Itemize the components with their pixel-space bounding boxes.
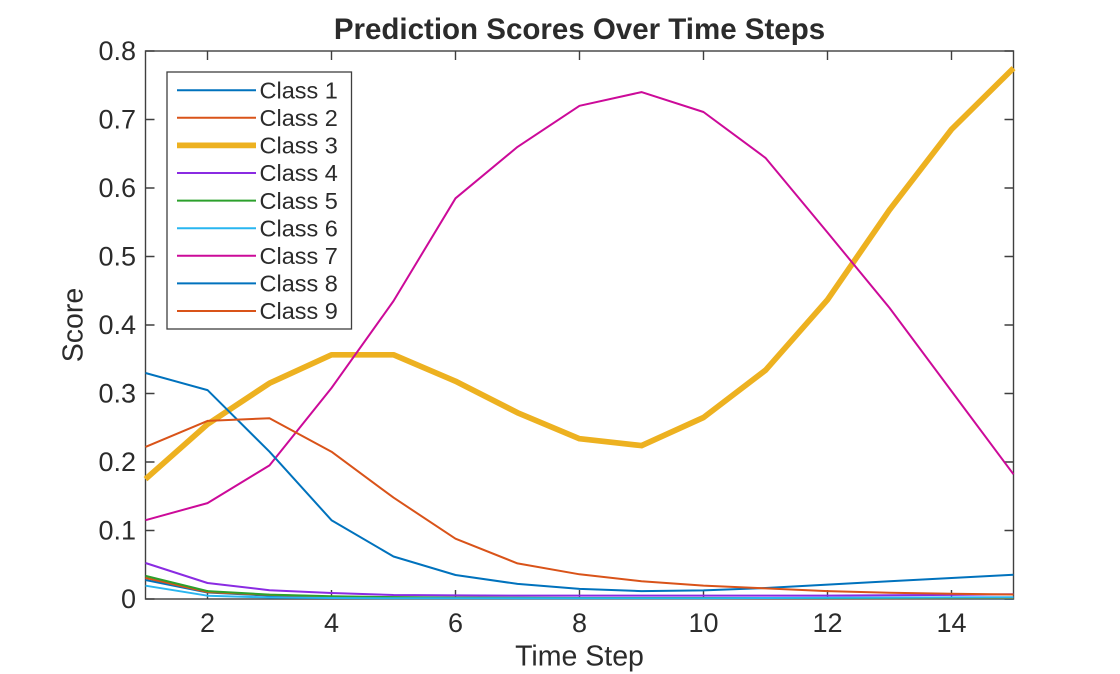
svg-text:0.6: 0.6 — [98, 173, 136, 203]
svg-text:Class 1: Class 1 — [260, 77, 338, 103]
svg-text:0.8: 0.8 — [98, 36, 136, 66]
svg-text:0.1: 0.1 — [98, 516, 136, 546]
svg-text:0.5: 0.5 — [98, 242, 136, 272]
svg-text:Class 8: Class 8 — [260, 271, 338, 297]
svg-text:Class 4: Class 4 — [260, 160, 338, 186]
svg-text:6: 6 — [448, 608, 463, 638]
svg-text:14: 14 — [936, 608, 966, 638]
svg-text:Class 7: Class 7 — [260, 243, 338, 269]
svg-text:8: 8 — [572, 608, 587, 638]
svg-text:Class 6: Class 6 — [260, 215, 338, 241]
svg-text:4: 4 — [324, 608, 339, 638]
svg-text:Class 2: Class 2 — [260, 105, 338, 131]
svg-text:Prediction Scores Over Time St: Prediction Scores Over Time Steps — [334, 13, 825, 46]
svg-text:Class 5: Class 5 — [260, 188, 338, 214]
svg-text:0.7: 0.7 — [98, 105, 136, 135]
svg-text:2: 2 — [200, 608, 215, 638]
svg-text:Time Step: Time Step — [515, 641, 644, 673]
svg-text:0.3: 0.3 — [98, 379, 136, 409]
svg-text:0.2: 0.2 — [98, 447, 136, 477]
svg-text:0.4: 0.4 — [98, 310, 136, 340]
svg-text:0: 0 — [121, 584, 136, 614]
svg-text:10: 10 — [688, 608, 718, 638]
svg-text:Score: Score — [58, 288, 90, 362]
svg-text:Class 3: Class 3 — [260, 133, 338, 159]
svg-text:Class 9: Class 9 — [260, 298, 338, 324]
svg-text:12: 12 — [812, 608, 842, 638]
